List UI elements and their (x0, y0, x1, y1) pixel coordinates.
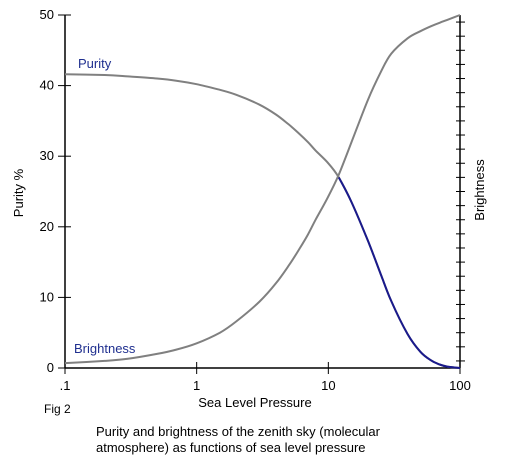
y-tick-label: 50 (40, 7, 54, 22)
caption-line-2: atmosphere) as functions of sea level pr… (96, 440, 366, 455)
axes (64, 15, 461, 369)
y-axis-title-right: Brightness (472, 159, 487, 221)
series-label-brightness: Brightness (74, 341, 136, 356)
x-tick-label: .1 (60, 378, 71, 393)
x-axis-title: Sea Level Pressure (198, 395, 311, 410)
ticks: 0 10 20 30 40 50 .1 1 10 100 (40, 7, 471, 393)
series-line-purity (64, 73, 461, 369)
y-tick-label: 0 (47, 360, 54, 375)
y-tick-label: 10 (40, 289, 54, 304)
curves (64, 14, 461, 369)
series-line-brightness (64, 14, 461, 365)
figure-label: Fig 2 (44, 402, 71, 416)
x-tick-label: 100 (449, 378, 471, 393)
y-tick-label: 30 (40, 148, 54, 163)
x-tick-label: 1 (193, 378, 200, 393)
series-line-purity-highlight (337, 176, 461, 369)
y-tick-label: 40 (40, 78, 54, 93)
series-label-purity: Purity (78, 56, 112, 71)
x-tick-label: 10 (321, 378, 335, 393)
y-axis-title-left: Purity % (11, 168, 26, 217)
caption-line-1: Purity and brightness of the zenith sky … (96, 424, 381, 439)
y-tick-label: 20 (40, 219, 54, 234)
